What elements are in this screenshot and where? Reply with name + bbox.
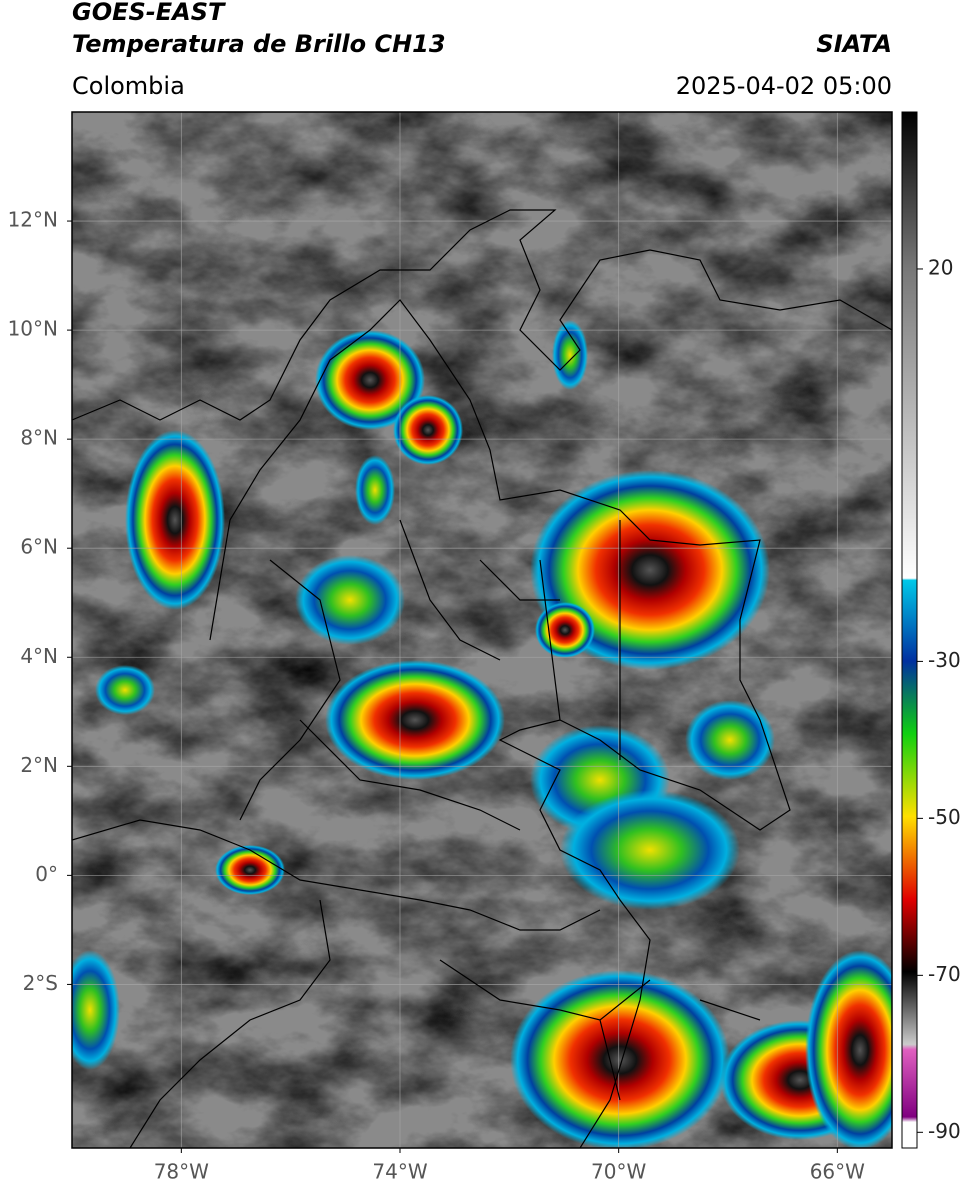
x-tick-label: 70°W	[591, 1160, 646, 1184]
title: GOES-EAST	[72, 0, 226, 26]
region: Colombia	[72, 72, 185, 100]
y-tick-label: 0°	[35, 862, 58, 886]
datetime: 2025-04-02 05:00	[676, 72, 892, 100]
satellite-image	[72, 112, 892, 1148]
subtitle: Temperatura de Brillo CH13	[72, 30, 446, 58]
admin-border	[239, 519, 621, 831]
coastline	[72, 209, 892, 421]
country-border	[209, 299, 791, 1148]
colorbar	[901, 111, 918, 1149]
x-tick-label: 74°W	[372, 1160, 427, 1184]
colorbar-label: -70	[928, 962, 961, 986]
y-tick-label: 10°N	[8, 317, 58, 341]
y-tick-label: 2°S	[23, 971, 58, 995]
y-tick-label: 12°N	[8, 208, 58, 232]
x-tick-label: 78°W	[154, 1160, 209, 1184]
country-border	[129, 899, 331, 1148]
admin-border	[439, 959, 761, 1101]
graticule	[72, 112, 892, 1148]
colorbar-label: 20	[928, 255, 953, 279]
y-tick-label: 8°N	[20, 426, 58, 450]
y-tick-label: 6°N	[20, 535, 58, 559]
colorbar-label: -90	[928, 1119, 961, 1143]
source: SIATA	[816, 30, 892, 58]
y-tick-label: 2°N	[20, 753, 58, 777]
colorbar-label: -30	[928, 648, 961, 672]
colorbar-label: -50	[928, 805, 961, 829]
axes: 78°W 74°W 70°W 66°W 12°N 10°N 8°N 6°N 4°N 2°N 0° 2°…	[8, 208, 961, 1184]
map-frame	[71, 111, 893, 1149]
country-border	[72, 819, 601, 931]
y-tick-label: 4°N	[20, 644, 58, 668]
x-tick-label: 66°W	[810, 1160, 865, 1184]
